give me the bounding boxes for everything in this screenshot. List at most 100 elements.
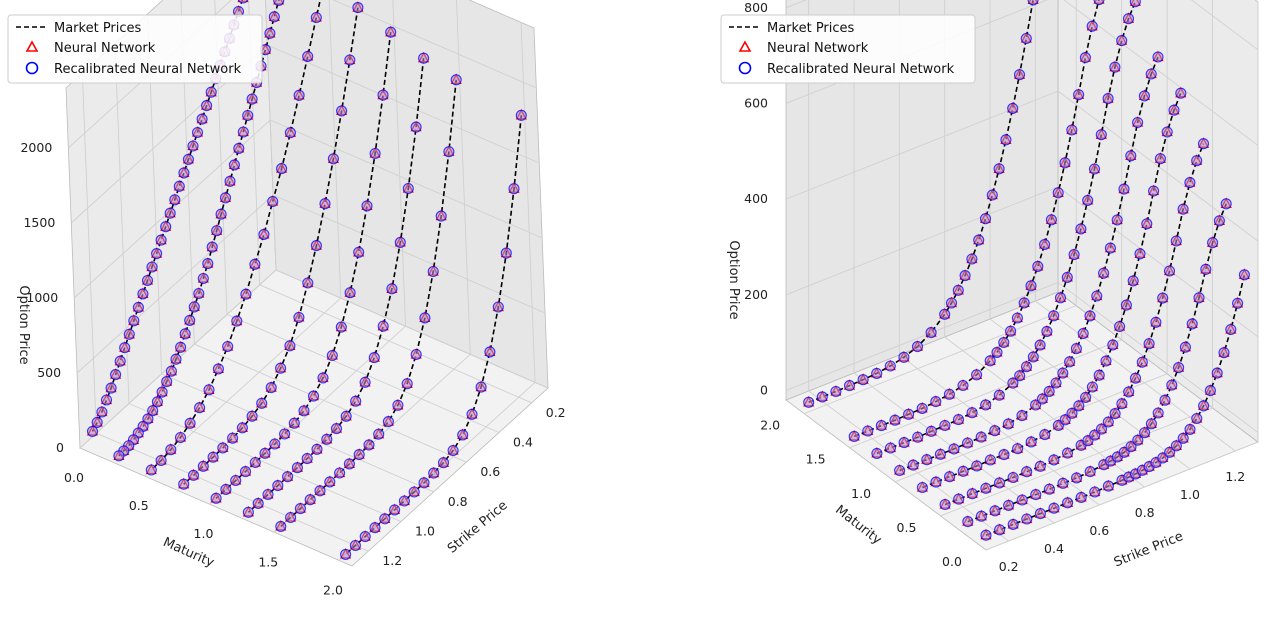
recalibrated-point bbox=[343, 458, 355, 470]
recalibrated-point bbox=[1025, 280, 1037, 292]
recalibrated-point bbox=[515, 109, 527, 121]
recalibrated-point bbox=[939, 419, 951, 432]
recalibrated-point bbox=[1093, 0, 1105, 6]
recalibrated-point bbox=[349, 539, 361, 552]
recalibrated-point bbox=[1111, 214, 1123, 226]
recalibrated-point bbox=[141, 274, 154, 287]
legend-circle-icon bbox=[738, 61, 752, 75]
recalibrated-point bbox=[128, 315, 140, 327]
recalibrated-point bbox=[957, 379, 969, 392]
grid-line bbox=[259, 284, 532, 404]
recalibrated-point bbox=[170, 353, 182, 365]
tick-label: 0.8 bbox=[448, 494, 468, 509]
recalibrated-point bbox=[304, 494, 316, 506]
recalibrated-point bbox=[1079, 52, 1091, 64]
recalibrated-point bbox=[993, 163, 1005, 175]
recalibrated-point bbox=[293, 89, 305, 101]
recalibrated-point bbox=[991, 346, 1003, 358]
grid-line bbox=[940, 407, 1213, 517]
legend-triangle-icon bbox=[738, 40, 752, 52]
recalibrated-point bbox=[1100, 355, 1112, 367]
recalibrated-point bbox=[830, 385, 842, 398]
recalibrated-point bbox=[1200, 263, 1212, 275]
recalibrated-point bbox=[989, 425, 1001, 437]
recalibrated-point bbox=[1238, 269, 1250, 281]
recalibrated-point bbox=[1184, 177, 1196, 189]
recalibrated-point bbox=[394, 236, 406, 248]
tick-label: 0.5 bbox=[129, 498, 149, 513]
recalibrated-point bbox=[945, 297, 958, 309]
legend-nn-label: Neural Network bbox=[767, 41, 869, 56]
recalibrated-point bbox=[344, 54, 356, 66]
recalibrated-point bbox=[377, 320, 389, 332]
recalibrated-point bbox=[151, 248, 163, 260]
grid-line bbox=[76, 194, 274, 374]
recalibrated-point bbox=[175, 341, 187, 353]
recalibrated-point bbox=[973, 234, 985, 246]
recalibrated-point bbox=[1164, 446, 1176, 458]
recalibrated-point bbox=[993, 477, 1006, 489]
recalibrated-point bbox=[279, 428, 291, 440]
recalibrated-point bbox=[1089, 486, 1101, 498]
grid-line bbox=[804, 305, 1077, 415]
recalibrated-point bbox=[184, 417, 196, 429]
recalibrated-point bbox=[1007, 377, 1019, 389]
recalibrated-point bbox=[275, 362, 287, 374]
recalibrated-point bbox=[884, 442, 897, 454]
legend-market-label: Market Prices bbox=[767, 21, 855, 36]
recalibrated-point bbox=[284, 340, 296, 352]
tick-label: 0.6 bbox=[480, 464, 500, 479]
recalibrated-point bbox=[96, 406, 108, 418]
recalibrated-point bbox=[210, 492, 222, 504]
recalibrated-point bbox=[1152, 407, 1164, 419]
recalibrated-point bbox=[966, 253, 978, 265]
recalibrated-point bbox=[907, 459, 919, 471]
recalibrated-point bbox=[1218, 347, 1230, 359]
recalibrated-point bbox=[939, 308, 951, 320]
recalibrated-point bbox=[1102, 480, 1114, 492]
recalibrated-point bbox=[1003, 499, 1015, 511]
recalibrated-point bbox=[302, 50, 314, 62]
recalibrated-point bbox=[314, 485, 326, 497]
recalibrated-point bbox=[943, 388, 955, 400]
recalibrated-point bbox=[1102, 93, 1114, 105]
recalibrated-point bbox=[1048, 502, 1060, 514]
right-3d-chart: 0.2 0.4 0.6 0.8 1.0 1.2 0.0 0.5 1.0 1.5 2.0 0 200 400… bbox=[726, 0, 1259, 574]
recalibrated-point bbox=[1013, 69, 1026, 81]
recalibrated-point bbox=[1118, 183, 1130, 195]
right-tick-labels: 0.2 0.4 0.6 0.8 1.0 1.2 0.0 0.5 1.0 1.5 2.0 0 200 400… bbox=[744, 0, 1245, 574]
recalibrated-point bbox=[508, 183, 520, 195]
recalibrated-point bbox=[1077, 327, 1089, 340]
recalibrated-point bbox=[1034, 460, 1046, 472]
recalibrated-point bbox=[184, 314, 196, 326]
recalibrated-point bbox=[242, 506, 254, 518]
recalibrated-point bbox=[1059, 414, 1071, 426]
recalibrated-point bbox=[392, 399, 404, 411]
recalibrated-point bbox=[1107, 339, 1119, 351]
recalibrated-point bbox=[259, 447, 271, 459]
recalibrated-point bbox=[382, 416, 394, 428]
recalibrated-point bbox=[962, 437, 974, 449]
recalibrated-point bbox=[1141, 218, 1153, 230]
recalibrated-point bbox=[457, 429, 469, 441]
recalibrated-point bbox=[1005, 325, 1017, 337]
recalibrated-point bbox=[385, 26, 397, 38]
recalibrated-point bbox=[105, 382, 117, 394]
recalibrated-point bbox=[196, 113, 208, 125]
recalibrated-point bbox=[871, 367, 883, 379]
recalibrated-point bbox=[1057, 477, 1069, 489]
recalibrated-point bbox=[220, 483, 232, 495]
recalibrated-point bbox=[1213, 215, 1225, 227]
grid-line bbox=[269, 119, 543, 239]
recalibrated-point bbox=[1080, 391, 1092, 403]
recalibrated-point bbox=[1012, 443, 1024, 455]
recalibrated-point bbox=[298, 405, 310, 417]
tick-label: 1000 bbox=[26, 290, 58, 305]
recalibrated-point bbox=[202, 258, 214, 270]
recalibrated-point bbox=[962, 516, 974, 528]
recalibrated-point bbox=[165, 444, 177, 456]
recalibrated-point bbox=[959, 270, 971, 282]
recalibrated-point bbox=[319, 198, 331, 210]
tick-label: 0.0 bbox=[942, 554, 962, 569]
